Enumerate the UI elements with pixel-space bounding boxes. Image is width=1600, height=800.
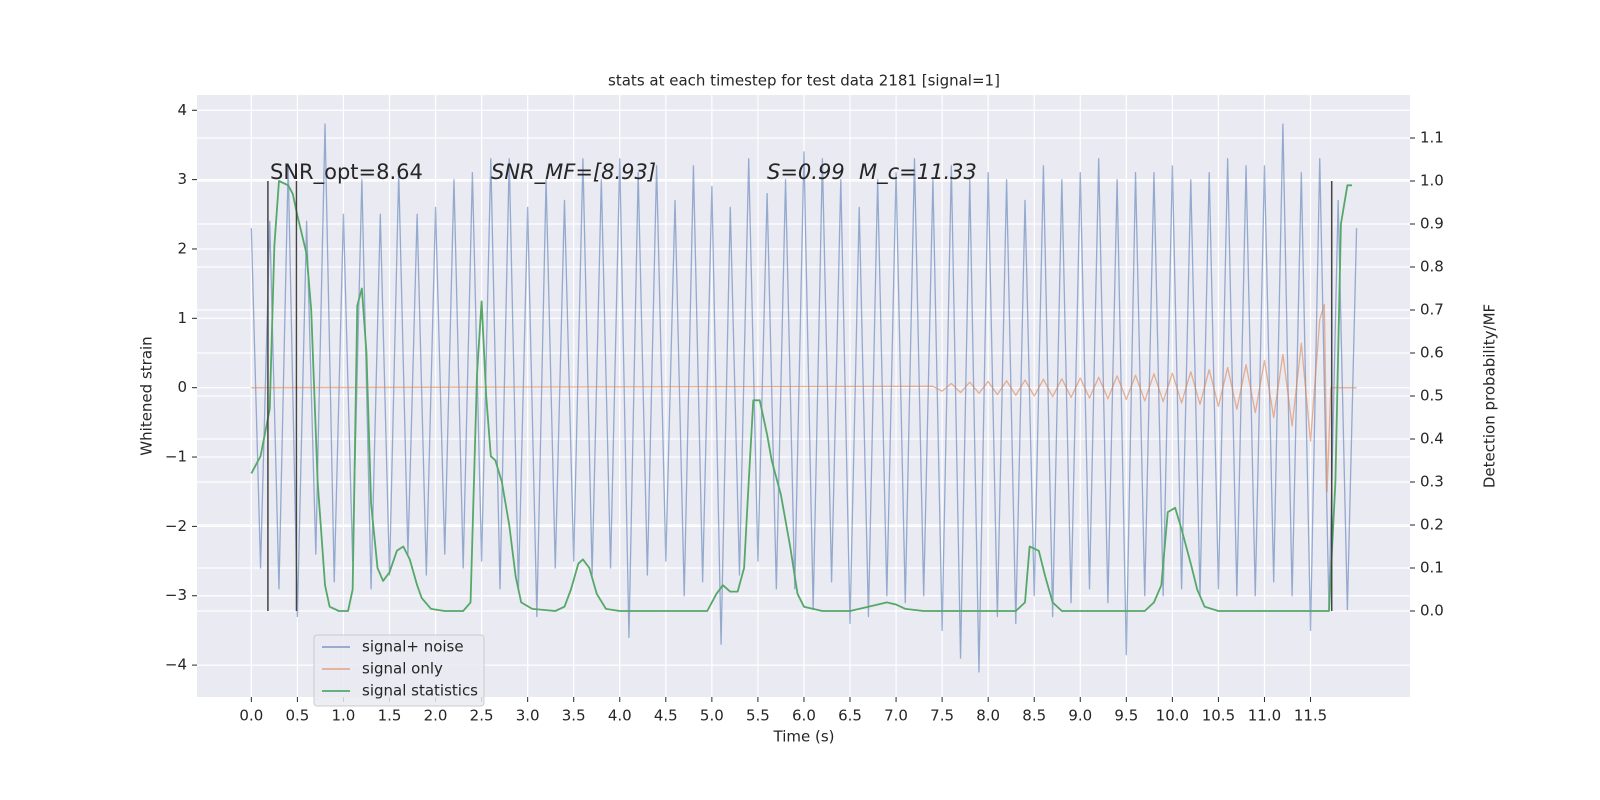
x-tick-label: 10.5 — [1202, 707, 1235, 725]
x-tick-label: 8.0 — [976, 707, 1000, 725]
x-tick-label: 7.5 — [930, 707, 954, 725]
annotation: SNR_opt=8.64 — [270, 160, 423, 185]
x-tick-label: 2.5 — [470, 707, 494, 725]
annotation: SNR_MF=[8.93] — [491, 160, 656, 185]
y-tick-label: −4 — [165, 656, 187, 674]
series-line — [250, 180, 1352, 612]
legend-label: signal+ noise — [362, 638, 464, 656]
annotation: S=0.99 — [767, 160, 845, 184]
x-tick-label: 9.0 — [1068, 707, 1092, 725]
x-tick-label: 10.0 — [1156, 707, 1189, 725]
legend-box — [313, 634, 485, 707]
y2-tick-label: 0.6 — [1420, 344, 1444, 362]
x-tick-label: 3.0 — [516, 707, 540, 725]
overlay: SNR_opt=8.64 SNR_MF=[8.93] S=0.99 M_c=11.33… — [267, 160, 1333, 707]
x-tick-label: 5.0 — [700, 707, 724, 725]
y-tick-label: −1 — [165, 448, 187, 466]
x-tick-label: 5.5 — [746, 707, 770, 725]
y2-tick-label: 0.0 — [1420, 602, 1444, 620]
x-tick-label: 4.0 — [608, 707, 632, 725]
x-tick-label: 0.0 — [239, 707, 263, 725]
y2-tick-label: 0.3 — [1420, 473, 1444, 491]
chart-title: stats at each timestep for test data 218… — [608, 72, 1000, 90]
annotation: M_c=11.33 — [859, 160, 977, 185]
x-tick-label: 9.5 — [1114, 707, 1138, 725]
y2-tick-label: 0.1 — [1420, 559, 1444, 577]
y-tick-label: 4 — [177, 101, 187, 119]
y2-tick-label: 0.2 — [1420, 516, 1444, 534]
x-tick-label: 1.0 — [332, 707, 356, 725]
x-tick-label: 7.0 — [884, 707, 908, 725]
x-tick-label: 6.0 — [792, 707, 816, 725]
x-tick-label: 0.5 — [285, 707, 309, 725]
y-tick-label: −3 — [165, 586, 187, 604]
y2-tick-label: 1.1 — [1420, 129, 1444, 147]
x-tick-label: 11.0 — [1248, 707, 1281, 725]
y-tick-label: 2 — [177, 239, 187, 257]
y2-tick-label: 0.7 — [1420, 301, 1444, 319]
y-tick-label: 0 — [177, 378, 187, 396]
y2-tick-label: 0.9 — [1420, 215, 1444, 233]
y2-tick-label: 0.5 — [1420, 387, 1444, 405]
series-line — [251, 303, 1357, 493]
x-tick-label: 8.5 — [1022, 707, 1046, 725]
y-tick-label: −2 — [165, 517, 187, 535]
grid: 0.0 0.5 1.0 1.5 2.0 2.5 3.0 3.5 4.0 4.5 5.0 5.5 6.0 6… — [165, 95, 1444, 725]
x-axis-label: Time (s) — [773, 728, 835, 746]
x-tick-label: 1.5 — [378, 707, 402, 725]
marks — [250, 123, 1358, 673]
legend-label: signal only — [362, 660, 443, 678]
y2-tick-label: 0.8 — [1420, 258, 1444, 276]
y2-tick-label: 1.0 — [1420, 172, 1444, 190]
legend-label: signal statistics — [362, 682, 478, 700]
series-line — [250, 123, 1358, 673]
y-tick-label: 3 — [177, 170, 187, 188]
y-axis-label: Whitened strain — [138, 336, 156, 455]
x-tick-label: 4.5 — [654, 707, 678, 725]
x-tick-label: 11.5 — [1294, 707, 1327, 725]
y2-tick-label: 0.4 — [1420, 430, 1444, 448]
x-tick-label: 3.5 — [562, 707, 586, 725]
y2-axis-label: Detection probability/MF — [1481, 304, 1499, 488]
x-tick-label: 6.5 — [838, 707, 862, 725]
x-tick-label: 2.0 — [424, 707, 448, 725]
y-tick-label: 1 — [177, 309, 187, 327]
